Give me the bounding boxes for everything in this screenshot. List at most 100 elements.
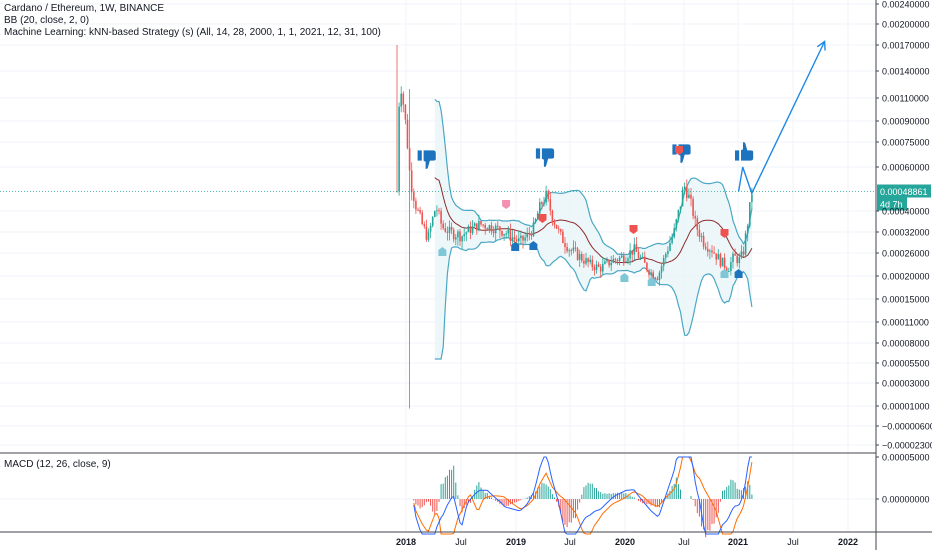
candle-body bbox=[490, 225, 493, 232]
candle-body bbox=[692, 198, 694, 217]
y-tick-label: 0.00060000 bbox=[882, 163, 930, 173]
bollinger-bands-layer bbox=[434, 98, 753, 360]
candle-body bbox=[595, 264, 598, 271]
candle-body bbox=[396, 191, 398, 193]
candle-body bbox=[654, 277, 657, 279]
candle-body bbox=[459, 231, 461, 242]
candle-body bbox=[738, 257, 741, 264]
buy-marker bbox=[620, 273, 629, 282]
bb-basis bbox=[434, 177, 753, 264]
candle-body bbox=[700, 235, 703, 237]
y-tick-label: 0.00200000 bbox=[882, 20, 930, 30]
candle-body bbox=[696, 218, 699, 230]
candle-body bbox=[484, 225, 486, 229]
candle-body bbox=[646, 262, 648, 271]
candle-body bbox=[719, 254, 722, 267]
buy-marker bbox=[438, 247, 447, 256]
candle-body bbox=[660, 266, 663, 273]
sell-marker bbox=[502, 200, 511, 209]
buy-marker bbox=[734, 269, 743, 278]
candle-body bbox=[589, 259, 591, 263]
x-tick-label: 2021 bbox=[728, 537, 748, 547]
candle-body bbox=[547, 190, 549, 200]
candle-body bbox=[675, 219, 678, 229]
candle-body bbox=[522, 235, 524, 241]
sell-marker bbox=[538, 214, 547, 223]
x-tick-label: 2019 bbox=[506, 537, 526, 547]
candle-body bbox=[578, 254, 581, 260]
buy-marker bbox=[529, 241, 538, 250]
candle-body bbox=[473, 223, 476, 227]
candle-body bbox=[539, 202, 541, 214]
candle-body bbox=[641, 256, 644, 258]
candle-body bbox=[631, 250, 633, 255]
y-tick-label: 0.00026000 bbox=[882, 249, 930, 259]
candle-body bbox=[417, 209, 419, 211]
countdown-tag-label: 4d 7h bbox=[880, 200, 903, 210]
candle-body bbox=[452, 229, 455, 240]
candle-body bbox=[541, 202, 543, 205]
x-tick-label: Jul bbox=[564, 537, 576, 547]
countdown-tag-bg bbox=[877, 197, 907, 211]
candle-body bbox=[730, 262, 732, 271]
candle-body bbox=[526, 232, 528, 238]
candle-body bbox=[497, 225, 499, 227]
candle-body bbox=[599, 266, 602, 272]
y-tick-label: 0.00011000 bbox=[882, 318, 929, 328]
candle-body bbox=[633, 244, 636, 255]
candle-body bbox=[465, 232, 468, 235]
candle-body bbox=[568, 250, 570, 252]
candle-body bbox=[723, 257, 726, 268]
y-tick-label: 0.00003000 bbox=[882, 379, 930, 389]
candle-body bbox=[665, 253, 667, 258]
candle-body bbox=[749, 202, 751, 227]
candle-body bbox=[467, 226, 470, 233]
candle-body bbox=[746, 226, 749, 234]
candle-body bbox=[476, 223, 478, 231]
y-tick-label: 0.00005500 bbox=[882, 359, 930, 369]
candle-body bbox=[419, 209, 421, 213]
thumbs-up-icon bbox=[734, 141, 754, 162]
candle-body bbox=[614, 258, 617, 260]
candle-body bbox=[513, 237, 516, 240]
candle-body bbox=[410, 170, 413, 193]
candle-body bbox=[625, 261, 627, 263]
candle-body bbox=[530, 233, 533, 236]
candle-body bbox=[461, 236, 463, 242]
thumb-cuff bbox=[416, 149, 423, 162]
candle-body bbox=[713, 252, 715, 254]
candle-body bbox=[616, 259, 619, 262]
candle-body bbox=[400, 93, 402, 107]
candle-body bbox=[469, 226, 472, 233]
candle-body bbox=[566, 247, 568, 252]
chart-title: Cardano / Ethereum, 1W, BINANCE bbox=[4, 3, 165, 14]
candle-body bbox=[627, 258, 629, 262]
candle-body bbox=[717, 254, 720, 260]
candle-body bbox=[639, 257, 642, 259]
candle-body bbox=[629, 250, 631, 259]
candle-body bbox=[728, 270, 730, 272]
buy-marker bbox=[511, 242, 520, 251]
buy-marker bbox=[647, 277, 656, 286]
candle-body bbox=[686, 186, 688, 199]
candle-body bbox=[429, 225, 432, 232]
candle-body bbox=[572, 247, 575, 251]
y-tick-label: −0.00002300 bbox=[882, 441, 932, 451]
candle-body bbox=[608, 259, 610, 266]
candle-body bbox=[740, 251, 743, 258]
candle-body bbox=[551, 210, 554, 223]
candle-body bbox=[444, 228, 447, 232]
candle-body bbox=[612, 258, 615, 263]
candle-body bbox=[637, 251, 640, 258]
candle-body bbox=[524, 237, 526, 241]
candle-body bbox=[545, 190, 547, 203]
candle-body bbox=[704, 246, 707, 249]
y-tick-label: 0.00110000 bbox=[882, 94, 929, 104]
candle-body bbox=[528, 232, 531, 234]
projection-arrow-head bbox=[816, 40, 826, 51]
candle-body bbox=[618, 257, 621, 262]
candle-body bbox=[574, 247, 577, 249]
candle-body bbox=[606, 259, 608, 262]
x-tick-label: 2022 bbox=[838, 537, 858, 547]
